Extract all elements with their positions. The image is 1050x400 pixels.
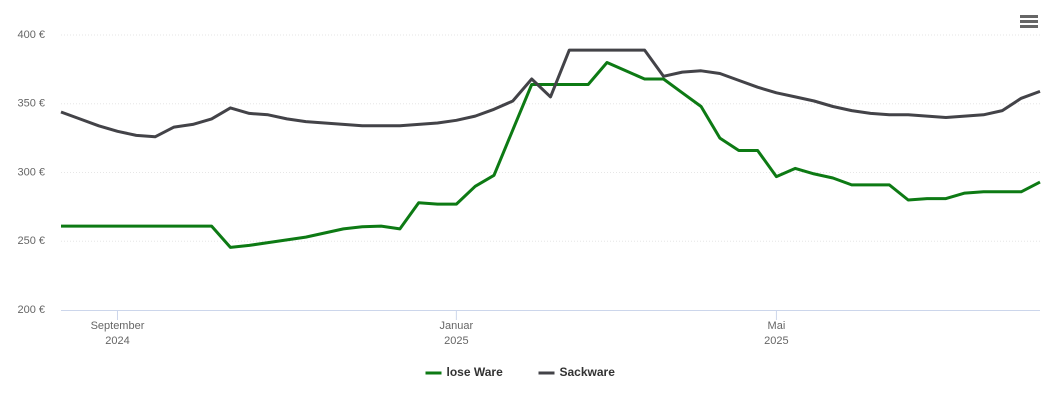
legend-item[interactable]: Sackware <box>538 365 616 379</box>
menu-bar <box>1020 15 1038 18</box>
x-tick-label: Mai 2025 <box>764 320 788 347</box>
legend-item[interactable]: lose Ware <box>425 365 504 379</box>
menu-bar <box>1020 25 1038 28</box>
legend-label: lose Ware <box>447 365 504 379</box>
x-tick-label: Januar 2025 <box>440 320 474 347</box>
legend-label: Sackware <box>560 365 616 379</box>
x-tick-label-line: Mai <box>768 320 786 332</box>
x-tick-label-line: September <box>91 320 145 332</box>
x-tick-label: September 2024 <box>91 320 145 347</box>
x-tick-label-line: 2025 <box>764 335 788 347</box>
menu-button[interactable] <box>1020 15 1038 28</box>
y-tick-label: 300 € <box>17 166 45 178</box>
x-tick-label-line: 2025 <box>444 335 468 347</box>
y-tick-label: 250 € <box>17 235 45 247</box>
y-tick-label: 200 € <box>17 304 45 316</box>
y-tick-label: 400 € <box>17 29 45 41</box>
x-tick-label-line: 2024 <box>105 335 129 347</box>
menu-bar <box>1020 20 1038 23</box>
y-tick-label: 350 € <box>17 98 45 110</box>
x-tick-label-line: Januar <box>440 320 474 332</box>
series-line <box>61 61 1041 249</box>
series-line <box>60 48 1041 139</box>
